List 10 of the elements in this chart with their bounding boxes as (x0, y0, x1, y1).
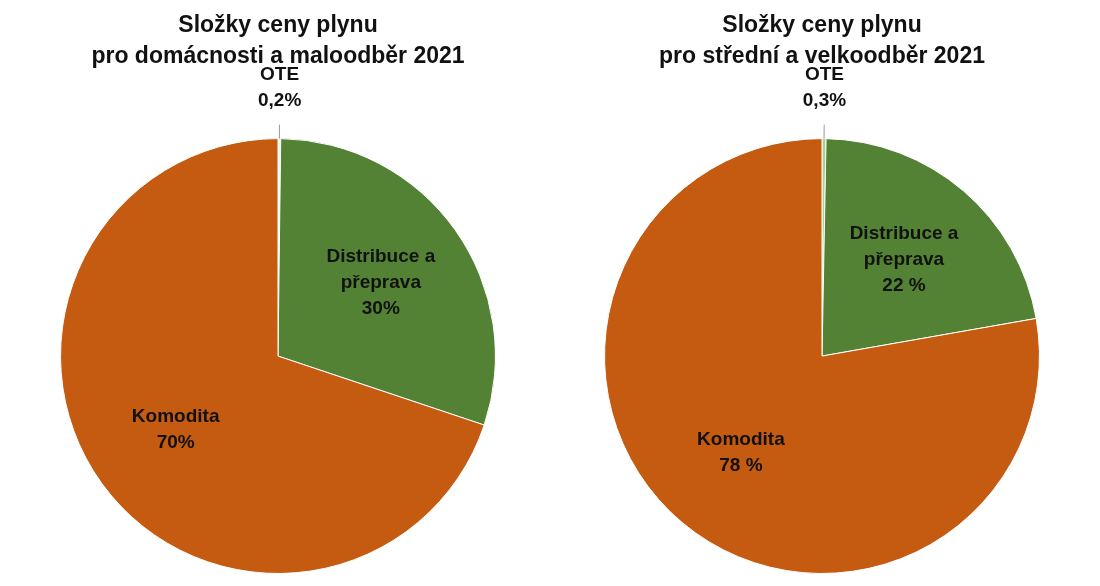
data-label: 30% (361, 297, 400, 319)
data-label: 78 % (719, 453, 763, 475)
data-label: 0,3% (802, 88, 847, 110)
slice-label: Distribuce a přeprava (849, 222, 959, 270)
slice-label: Komodita (131, 404, 220, 426)
data-label: 22 % (882, 274, 926, 296)
slice-label: Komodita (697, 427, 786, 449)
data-label: 0,2% (257, 88, 302, 110)
data-label: 70% (156, 430, 195, 452)
slice-label: Distribuce a přeprava (326, 245, 436, 293)
